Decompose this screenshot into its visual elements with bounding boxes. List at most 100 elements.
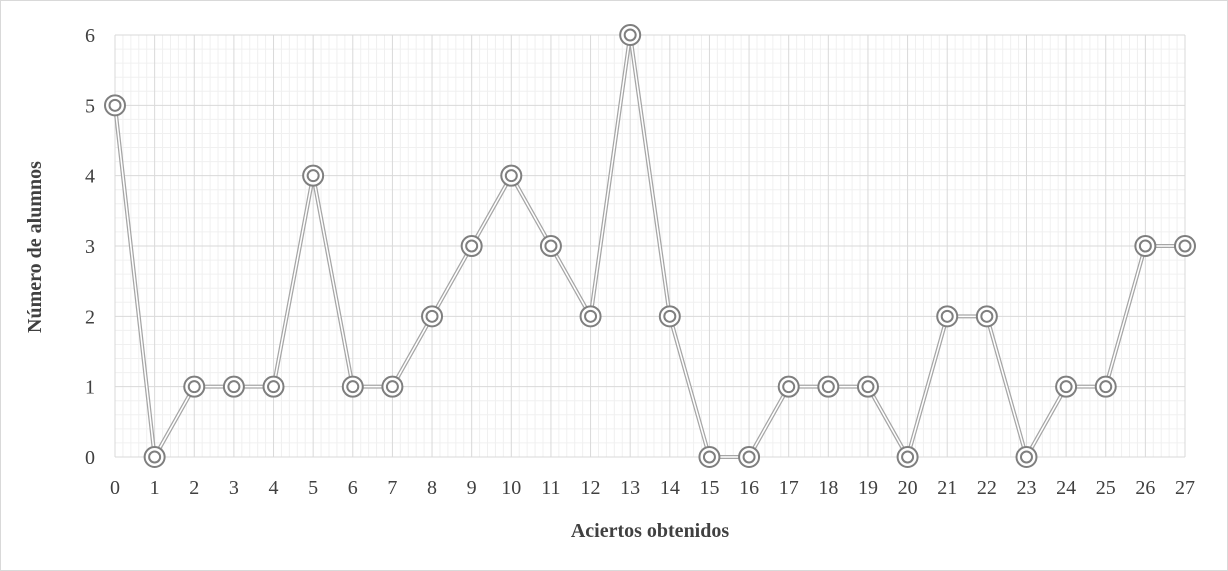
- data-point-inner-ring: [702, 450, 716, 464]
- data-point: [1174, 235, 1196, 257]
- data-point-inner-ring: [425, 309, 439, 323]
- data-point-inner-ring: [861, 380, 875, 394]
- y-tick-label: 2: [85, 306, 95, 328]
- x-tick-label: 5: [308, 477, 318, 499]
- data-point: [698, 446, 721, 468]
- x-axis-title: Aciertos obtenidos: [571, 520, 730, 542]
- data-point: [619, 24, 642, 46]
- data-point-inner-ring: [940, 309, 954, 323]
- data-point-inner-ring: [1138, 239, 1152, 253]
- data-point-inner-ring: [108, 98, 122, 112]
- data-point-inner-ring: [821, 380, 835, 394]
- y-tick-label: 4: [85, 166, 95, 188]
- data-point: [262, 375, 285, 398]
- data-point: [381, 375, 404, 398]
- x-tick-label: 22: [977, 477, 997, 499]
- x-tick-label: 13: [620, 477, 640, 499]
- x-axis-ticks: 0 1 2 3 4 5 6 7 8 9 10 11 12 13 14 15 16 17 18 19 20 21 22 23 24…: [110, 477, 1195, 499]
- x-tick-label: 23: [1016, 477, 1036, 499]
- data-point: [222, 375, 245, 398]
- x-tick-label: 8: [427, 477, 437, 499]
- x-tick-label: 1: [150, 477, 160, 499]
- data-point: [500, 164, 523, 187]
- data-point-inner-ring: [148, 450, 162, 464]
- data-point: [460, 235, 483, 257]
- series-line: [113, 33, 1185, 459]
- data-point-inner-ring: [782, 380, 796, 394]
- data-point: [1094, 375, 1117, 398]
- data-point-inner-ring: [385, 380, 399, 394]
- data-point: [1055, 375, 1078, 398]
- x-tick-label: 3: [229, 477, 239, 499]
- data-point-inner-ring: [465, 239, 479, 253]
- data-point-inner-ring: [623, 28, 637, 42]
- data-point: [104, 94, 126, 117]
- data-point-inner-ring: [663, 309, 677, 323]
- series-line-inner: [114, 34, 1185, 458]
- data-point: [777, 375, 800, 398]
- data-point: [896, 446, 919, 468]
- y-tick-label: 5: [85, 95, 95, 117]
- data-point: [143, 446, 166, 468]
- x-tick-label: 2: [189, 477, 199, 499]
- data-point: [579, 305, 602, 328]
- data-point-inner-ring: [584, 309, 598, 323]
- x-tick-label: 20: [898, 477, 918, 499]
- data-point: [856, 375, 879, 398]
- data-point: [738, 446, 761, 468]
- y-tick-label: 1: [85, 377, 95, 399]
- y-tick-label: 6: [85, 25, 95, 47]
- data-point: [421, 305, 444, 328]
- x-tick-label: 4: [269, 477, 279, 499]
- x-tick-label: 12: [581, 477, 601, 499]
- data-point: [658, 305, 681, 328]
- data-point-inner-ring: [504, 169, 518, 183]
- y-axis-title: Número de alumnos: [24, 161, 46, 333]
- x-tick-label: 11: [541, 477, 560, 499]
- data-point: [302, 164, 325, 187]
- data-point-inner-ring: [267, 380, 281, 394]
- x-tick-label: 25: [1096, 477, 1116, 499]
- data-point-inner-ring: [346, 380, 360, 394]
- x-tick-label: 9: [467, 477, 477, 499]
- x-tick-label: 19: [858, 477, 878, 499]
- x-tick-label: 6: [348, 477, 358, 499]
- data-point-inner-ring: [980, 309, 994, 323]
- x-tick-label: 16: [739, 477, 759, 499]
- y-axis-ticks: 0 1 2 3 4 5 6: [85, 25, 95, 469]
- x-tick-label: 7: [387, 477, 397, 499]
- data-point: [975, 305, 998, 328]
- y-tick-label: 0: [85, 447, 95, 469]
- data-point-inner-ring: [1178, 239, 1192, 253]
- x-tick-label: 21: [937, 477, 957, 499]
- x-tick-label: 26: [1135, 477, 1155, 499]
- data-point: [1134, 235, 1157, 257]
- data-point-inner-ring: [1099, 380, 1113, 394]
- data-point-inner-ring: [544, 239, 558, 253]
- data-point: [1015, 446, 1038, 468]
- data-points: [104, 24, 1196, 468]
- x-tick-label: 24: [1056, 477, 1076, 499]
- data-point: [817, 375, 840, 398]
- data-point-inner-ring: [187, 380, 201, 394]
- x-tick-label: 10: [501, 477, 521, 499]
- x-tick-label: 18: [818, 477, 838, 499]
- x-tick-label: 15: [699, 477, 719, 499]
- data-point-inner-ring: [1059, 380, 1073, 394]
- data-point: [539, 235, 562, 257]
- y-tick-label: 3: [85, 236, 95, 258]
- major-gridlines: [114, 34, 1186, 458]
- data-point: [936, 305, 959, 328]
- data-point: [183, 375, 206, 398]
- data-point-inner-ring: [227, 380, 241, 394]
- data-point-inner-ring: [306, 169, 320, 183]
- x-tick-label: 14: [660, 477, 680, 499]
- x-tick-label: 27: [1175, 477, 1195, 499]
- data-point: [341, 375, 364, 398]
- data-point-inner-ring: [901, 450, 915, 464]
- data-point-inner-ring: [1019, 450, 1033, 464]
- x-tick-label: 0: [110, 477, 120, 499]
- x-tick-label: 17: [779, 477, 799, 499]
- data-point-inner-ring: [742, 450, 756, 464]
